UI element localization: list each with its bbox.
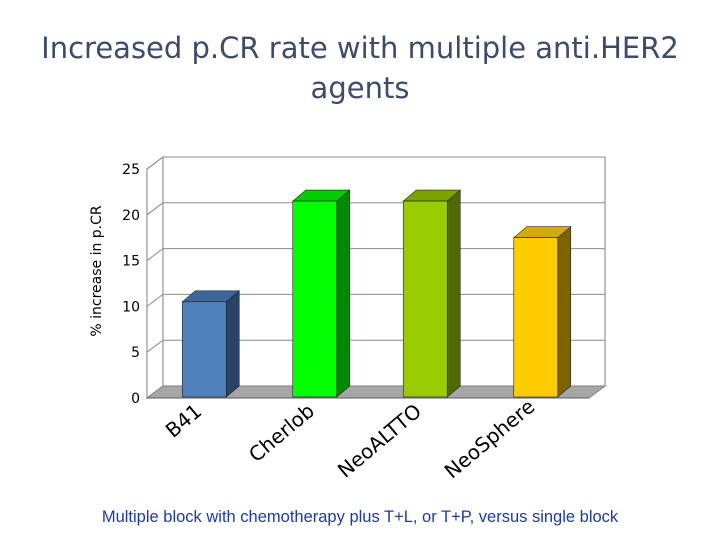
- y-tick-label: 15: [122, 254, 140, 270]
- gridline-side: [146, 339, 164, 353]
- gridline-side: [146, 156, 164, 170]
- title-line-2: agents: [310, 71, 410, 105]
- y-axis-label: % increase in p.CR: [89, 205, 105, 337]
- y-tick-label: 0: [131, 391, 140, 407]
- bar-neoaltto: [402, 189, 462, 398]
- bar-cherlob: [291, 189, 351, 398]
- x-tick-label: NeoALTTO: [333, 399, 426, 483]
- bar-side: [446, 189, 461, 398]
- x-tick-label: Cherlob: [244, 398, 319, 466]
- y-tick-label: 10: [122, 299, 140, 315]
- gridline-side: [146, 202, 164, 216]
- bar-front: [292, 200, 338, 398]
- y-tick-label: 5: [131, 345, 140, 361]
- bar-front: [181, 301, 227, 398]
- y-tick-label: 20: [122, 208, 140, 224]
- title-line-1: Increased p.CR rate with multiple anti.H…: [41, 31, 679, 65]
- bar-side: [225, 290, 240, 398]
- x-tick-label: NeoSphere: [440, 394, 540, 483]
- gridline-side: [146, 293, 164, 307]
- caption: Multiple block with chemotherapy plus T+…: [101, 508, 619, 526]
- gridline-side: [146, 248, 164, 262]
- y-tick-label: 25: [122, 162, 140, 178]
- bar-front: [513, 237, 559, 398]
- bar-side: [557, 226, 572, 398]
- bar-front: [402, 200, 448, 398]
- bar-side: [336, 189, 351, 398]
- page-title: Increased p.CR rate with multiple anti.H…: [0, 28, 720, 108]
- bar-chart: 0 5 10 15 20 25 B41 Cherlob NeoALTTO NeoSphere %…: [89, 156, 607, 483]
- side-wall: [146, 156, 164, 399]
- bar-b41: [181, 290, 241, 398]
- x-tick-label: B41: [161, 399, 206, 443]
- bar-neosphere: [512, 226, 572, 398]
